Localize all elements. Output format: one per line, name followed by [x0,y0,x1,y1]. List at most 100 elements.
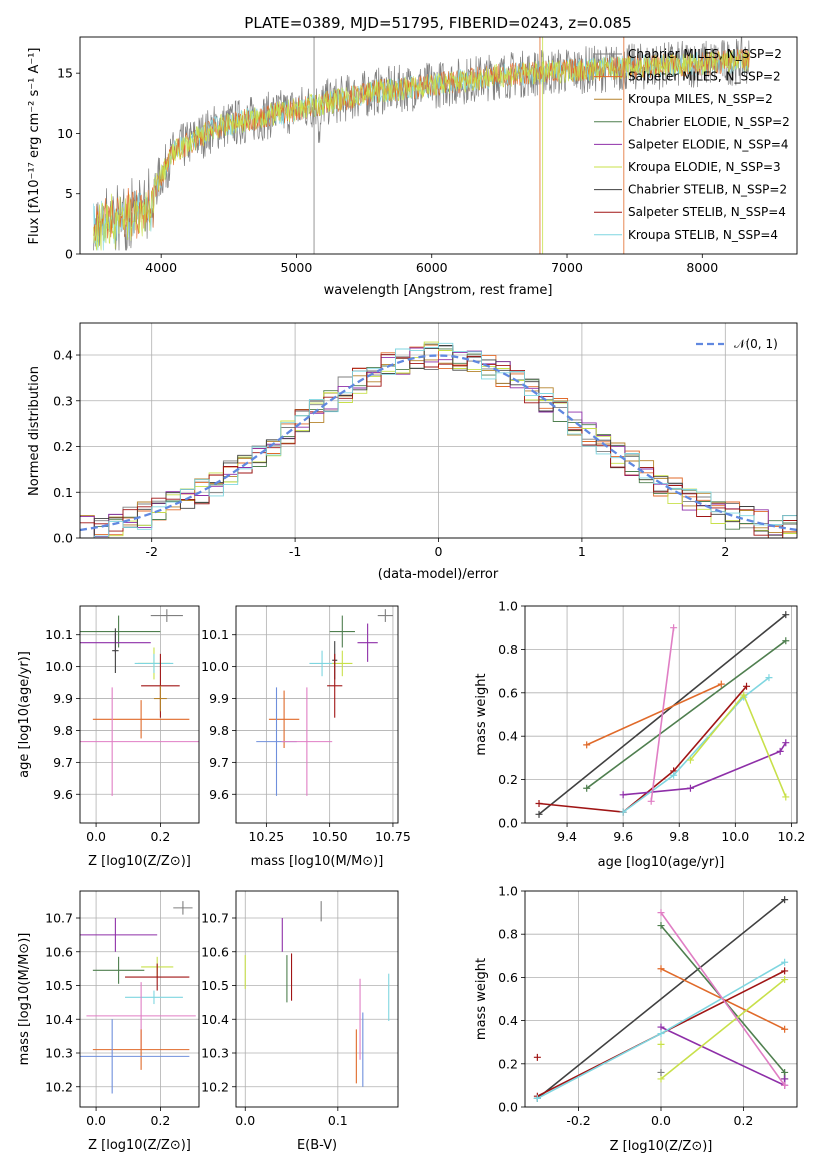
y-axis-label: mass [log10(M/M⊙)] [17,933,32,1066]
weight-marker-extra_pink [657,909,665,917]
x-tick-label: 1 [578,544,586,559]
x-axis-label: wavelength [Angstrom, rest frame] [324,283,553,298]
weight-line-extra_pink [650,627,675,802]
weight-line-salpeter_miles [586,683,722,746]
plot-area-z_weight [533,896,789,1102]
weight-marker-kroupa_elodie [686,756,694,764]
weight-line-kroupa_elodie [660,978,786,1080]
legend-label: 𝒩(0, 1) [734,337,778,351]
plot-area-z_age [80,609,199,796]
y-tick-label: 9.7 [209,755,229,770]
y-tick-label: 10 [57,126,73,141]
weight-line-chabrier_stelib [536,898,786,1100]
y-tick-label: 0.8 [498,927,518,942]
y-tick-label: 10.3 [45,1046,73,1061]
x-tick-label: 8000 [686,260,718,275]
legend-label: Salpeter ELODIE, N_SSP=4 [628,137,789,151]
x-axis-label: Z [log10(Z/Z⊙)] [88,1138,191,1153]
y-tick-label: 0.4 [498,729,518,744]
x-tick-label: 6000 [416,260,448,275]
y-tick-label: 10.6 [45,944,73,959]
weight-marker-salpeter_elodie [619,791,627,799]
x-tick-label: 0.0 [86,1113,106,1128]
weight-line-kroupa_stelib [622,676,770,813]
x-tick-label: 10.75 [375,829,411,844]
weight-marker-kroupa_stelib [619,808,627,816]
y-tick-label: 9.7 [53,755,73,770]
weight-marker-chabrier_elodie [583,784,591,792]
weight-line-extra_pink [660,912,786,1086]
weight-marker-extra_pink [647,797,655,805]
y-tick-label: 9.9 [209,691,229,706]
weight-marker-salpeter_miles [657,965,665,973]
x-tick-label: 10.25 [248,829,284,844]
weight-marker-salpeter_stelib [533,1053,541,1061]
x-tick-label: 10.50 [312,829,348,844]
weight-marker-chabrier_stelib [535,810,543,818]
y-tick-label: 0.4 [53,348,73,363]
y-tick-label: 0.6 [498,970,518,985]
legend-label: Salpeter MILES, N_SSP=2 [628,70,781,84]
y-tick-label: 0.3 [53,393,73,408]
weight-marker-salpeter_elodie [686,784,694,792]
weight-marker-kroupa_elodie [657,1075,665,1083]
y-tick-label: 9.8 [209,723,229,738]
weight-marker-kroupa_stelib [533,1094,541,1102]
y-tick-label: 1.0 [498,884,518,899]
x-axis-label: mass [log10(M/M⊙)] [251,854,384,869]
weight-marker-kroupa_stelib [657,1030,665,1038]
y-tick-label: 1.0 [498,599,518,614]
spectrum-line-salpeter_miles [93,49,750,242]
axes-frame [524,890,798,1108]
y-tick-label: 0.2 [53,439,73,454]
x-tick-label: -1 [289,544,301,559]
weight-marker-chabrier_stelib [782,611,790,619]
weight-marker-salpeter_miles [781,1025,789,1033]
x-tick-label: 0.0 [235,1113,255,1128]
y-tick-label: 9.8 [53,723,73,738]
weight-marker-extra_pink [781,1081,789,1089]
x-axis-label: Z [log10(Z/Z⊙)] [88,854,191,869]
y-axis-label: age [log10(age/yr)] [17,651,32,778]
legend-label: Chabrier MILES, N_SSP=2 [628,47,782,61]
x-tick-label: 0.2 [733,1113,753,1128]
y-tick-label: 9.9 [53,691,73,706]
weight-marker-kroupa_stelib [765,674,773,682]
weight-marker-kroupa_elodie [657,1040,665,1048]
weight-marker-chabrier_elodie [657,922,665,930]
y-tick-label: 0.1 [53,485,73,500]
y-tick-label: 0.6 [498,685,518,700]
x-tick-label: 9.8 [669,829,689,844]
weight-line-salpeter_elodie [660,1026,786,1087]
weight-marker-chabrier_elodie [781,1068,789,1076]
y-tick-label: 0.2 [498,772,518,787]
weight-marker-salpeter_stelib [535,799,543,807]
figure-title: PLATE=0389, MJD=51795, FIBERID=0243, z=0… [244,14,631,32]
legend-label: Kroupa ELODIE, N_SSP=3 [628,160,781,174]
x-tick-label: -0.2 [566,1113,590,1128]
y-axis-label: mass weight [474,673,489,755]
x-tick-label: 0.0 [86,829,106,844]
y-tick-label: 0 [65,247,73,262]
normal-curve [80,354,797,532]
y-tick-label: 10.7 [45,911,73,926]
x-tick-label: 0.0 [651,1113,671,1128]
x-tick-label: 10.2 [777,829,805,844]
x-tick-label: 9.4 [557,829,577,844]
y-tick-label: 0.0 [53,531,73,546]
axes-frame [79,322,798,539]
weight-line-salpeter_stelib [538,685,748,813]
x-axis-label: E(B-V) [297,1138,337,1153]
y-tick-label: 0.0 [498,816,518,831]
y-tick-label: 0.0 [498,1100,518,1115]
y-tick-label: 10.4 [201,1012,229,1027]
x-tick-label: 0.2 [150,1113,170,1128]
plot-area-spectrum [93,37,750,254]
axes-frame [79,890,200,1108]
weight-marker-kroupa_elodie [740,691,748,699]
y-axis-label: Flux [fλ10⁻¹⁷ erg cm⁻² s⁻¹ A⁻¹] [27,48,42,245]
legend-label: Chabrier ELODIE, N_SSP=2 [628,115,790,129]
x-tick-label: 4000 [145,260,177,275]
weight-marker-chabrier_stelib [781,896,789,904]
y-tick-label: 9.6 [209,787,229,802]
